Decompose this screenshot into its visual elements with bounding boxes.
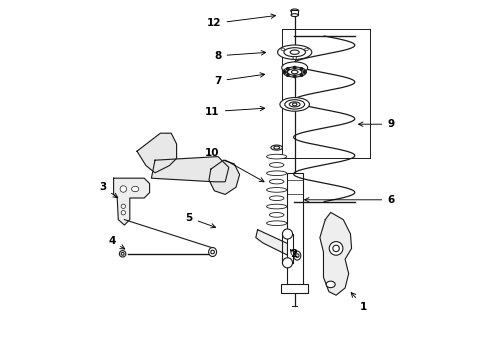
Text: 11: 11 [205,106,265,117]
Text: 3: 3 [99,182,118,198]
Text: 1: 1 [351,293,368,312]
Ellipse shape [271,145,282,150]
Circle shape [303,71,306,73]
Text: 2: 2 [290,249,297,259]
Polygon shape [137,133,176,173]
Ellipse shape [333,245,339,252]
Ellipse shape [270,196,284,201]
Ellipse shape [291,9,298,13]
Circle shape [121,204,125,208]
Ellipse shape [267,188,287,192]
Ellipse shape [292,70,298,74]
Ellipse shape [274,146,280,149]
Ellipse shape [270,212,284,217]
Ellipse shape [326,281,335,288]
Text: 9: 9 [359,119,394,129]
Ellipse shape [120,251,126,257]
Ellipse shape [270,179,284,184]
Polygon shape [256,230,299,260]
Ellipse shape [329,242,343,255]
Text: 4: 4 [108,236,125,249]
Circle shape [120,186,126,192]
Ellipse shape [121,252,124,255]
Ellipse shape [281,48,285,50]
Circle shape [300,68,303,70]
FancyBboxPatch shape [291,10,298,15]
Polygon shape [320,212,351,295]
Ellipse shape [211,250,215,254]
Ellipse shape [293,103,297,106]
Ellipse shape [294,251,301,260]
Ellipse shape [284,48,305,57]
Text: 12: 12 [207,14,275,28]
Ellipse shape [270,163,284,167]
Ellipse shape [289,102,300,107]
Ellipse shape [291,14,298,17]
Ellipse shape [305,48,308,50]
Ellipse shape [267,221,287,225]
Circle shape [294,75,296,77]
Circle shape [294,66,296,69]
Ellipse shape [288,69,302,75]
Text: 6: 6 [305,195,394,205]
FancyBboxPatch shape [281,284,308,293]
Circle shape [287,68,289,70]
Circle shape [284,71,286,73]
Text: 8: 8 [214,50,266,61]
Text: 5: 5 [186,213,216,228]
Ellipse shape [267,154,287,159]
Ellipse shape [295,254,299,257]
Ellipse shape [282,258,293,268]
Ellipse shape [132,186,139,192]
Circle shape [121,211,125,215]
Circle shape [300,74,303,76]
Polygon shape [151,157,229,182]
Circle shape [287,74,289,76]
Ellipse shape [290,50,299,54]
FancyBboxPatch shape [287,173,303,288]
Text: 10: 10 [205,148,264,182]
Ellipse shape [280,98,310,111]
Ellipse shape [282,62,308,73]
Ellipse shape [293,57,296,59]
Polygon shape [114,178,149,225]
Ellipse shape [285,100,305,109]
Polygon shape [209,160,240,194]
Ellipse shape [209,248,217,256]
Ellipse shape [283,67,306,77]
Text: 7: 7 [214,73,265,86]
Ellipse shape [267,204,287,209]
Ellipse shape [277,45,312,59]
Ellipse shape [282,229,293,239]
Ellipse shape [267,171,287,176]
